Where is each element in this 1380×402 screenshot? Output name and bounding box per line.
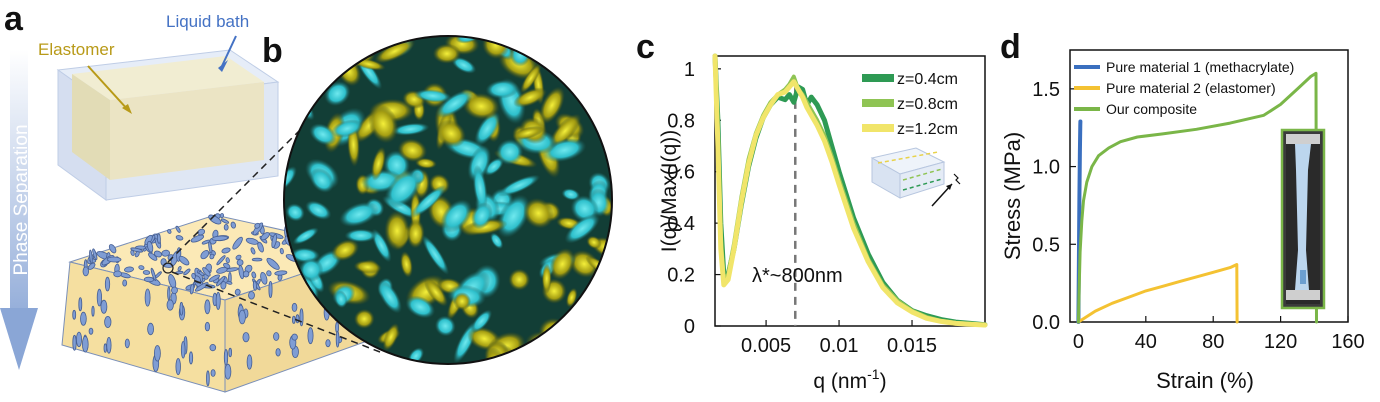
- tensile-specimen-photo-icon: [1280, 128, 1326, 310]
- y-tick-label-d: 0.0: [1032, 312, 1060, 334]
- x-axis-label-d: Strain (%): [1156, 368, 1254, 393]
- legend-label-d: Pure material 2 (elastomer): [1106, 80, 1276, 96]
- panel-letter-c: c: [636, 28, 655, 66]
- chart-d-legend: Pure material 1 (methacrylate) Pure mater…: [1074, 59, 1294, 117]
- x-tick-label-c: 0.01: [820, 335, 859, 357]
- chart-c-legend: z=0.4cm z=0.8cm z=1.2cm: [862, 71, 958, 138]
- phase-separation-label: Phase Separation: [11, 124, 32, 275]
- y-axis-label-d: Stress (MPa): [1000, 132, 1025, 260]
- plot-frame-c: [714, 55, 986, 327]
- series-line-d-1: [1076, 263, 1239, 324]
- series-line-d-2: [1076, 71, 1318, 324]
- series-line-c-2: [712, 53, 988, 328]
- y-tick-label-c: 0.4: [667, 213, 695, 235]
- y-tick-label-c: 0: [684, 316, 695, 338]
- x-tick-label-d: 80: [1202, 331, 1224, 353]
- x-tick-label-d: 0: [1073, 331, 1084, 353]
- y-tick-label-c: 0.2: [667, 265, 695, 287]
- x-tick-label-d: 120: [1264, 331, 1297, 353]
- panel-letter-a: a: [4, 0, 23, 38]
- plot-frame-d: [1069, 49, 1349, 323]
- elastomer-label: Elastomer: [38, 40, 115, 59]
- y-tick-label-c: 0.8: [667, 110, 695, 132]
- liquid-bath-block: [56, 49, 280, 201]
- x-axis-label-c: q (nm-1): [813, 366, 886, 393]
- liquid-bath-label: Liquid bath: [166, 12, 249, 31]
- y-tick-label-d: 0.5: [1032, 234, 1060, 256]
- zoom-line-bottom: [171, 271, 381, 353]
- elastomer-pointer: [87, 65, 129, 111]
- legend-label-c: z=1.2cm: [897, 121, 958, 138]
- y-axis-label-c: I(q)/Max(I(q)): [658, 130, 681, 253]
- peak-annotation: λ*~800nm: [752, 265, 843, 287]
- zoom-origin-marker: [162, 262, 174, 274]
- legend-label-d: Pure material 1 (methacrylate): [1106, 59, 1294, 75]
- y-tick-label-c: 1: [684, 59, 695, 81]
- liquid-bath-pointer: [221, 35, 237, 67]
- legend-label-c: z=0.4cm: [897, 71, 958, 88]
- panel-letter-b: b: [262, 32, 283, 70]
- x-tick-label-c: 0.005: [741, 335, 791, 357]
- y-tick-label-c: 0.6: [667, 162, 695, 184]
- x-tick-label-d: 40: [1135, 331, 1157, 353]
- layered-block-icon: [870, 147, 961, 207]
- x-tick-label-c: 0.015: [887, 335, 937, 357]
- chart-d-stress-strain: 0 40 80 120 160 0.0 0.5 1.0 1.5 Stress (MPa) Strai…: [1000, 49, 1365, 393]
- schematic-panels-ab: Phase Separation Liquid bath Elastomer: [0, 12, 613, 393]
- legend-label-c: z=0.8cm: [897, 96, 958, 113]
- legend-label-d: Our composite: [1106, 101, 1197, 117]
- panel-letter-d: d: [1000, 28, 1021, 66]
- y-tick-label-d: 1.0: [1032, 157, 1060, 179]
- x-tick-label-d: 160: [1331, 331, 1364, 353]
- phase-separation-arrow: [0, 50, 38, 370]
- chart-c-scattering: 0.005 0.01 0.015 0 0.2 0.4 0.6 0.8 1 λ*~800nm I(q)…: [658, 53, 988, 393]
- y-tick-label-d: 1.5: [1032, 79, 1060, 101]
